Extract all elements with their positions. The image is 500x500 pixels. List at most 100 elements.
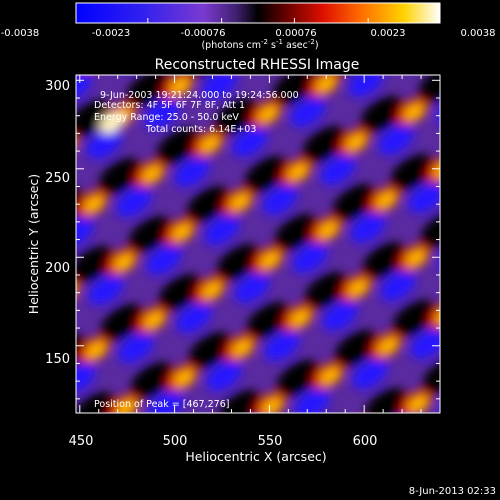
- fringe-dark: [332, 184, 376, 220]
- fringe-dark: [274, 214, 318, 250]
- fringe-positive: [427, 302, 440, 330]
- y-tick-label-150: 150: [45, 352, 70, 367]
- x-axis-label: Heliocentric X (arcsec): [185, 449, 326, 464]
- fringe-dark: [334, 330, 378, 366]
- fringe-dark: [76, 246, 114, 282]
- fringe-bright: [461, 216, 487, 240]
- fringe-negative: [410, 328, 440, 360]
- x-tick-label-500: 500: [163, 434, 188, 449]
- heatmap: [4, 5, 500, 488]
- fringe-dark: [126, 75, 170, 106]
- fringe-negative: [348, 75, 384, 98]
- fringe-negative: [174, 156, 210, 188]
- fringe-bright: [371, 42, 397, 66]
- fringe-dark: [420, 212, 440, 248]
- fringe-negative: [148, 390, 184, 413]
- fringe-negative: [292, 242, 328, 274]
- fringe-bright: [262, 397, 282, 413]
- annotation-counts: Total counts: 6.14E+03: [145, 124, 256, 135]
- fringe-bright: [408, 395, 428, 413]
- x-tick-label-450: 450: [69, 434, 94, 449]
- fringe-negative: [144, 98, 180, 130]
- colorbar-tick-label-2: -0.00076: [181, 28, 226, 39]
- fringe-negative: [176, 302, 212, 334]
- fringe-dark: [188, 332, 232, 368]
- fringe-bright: [200, 135, 220, 153]
- fringe-positive: [483, 413, 500, 452]
- colorbar-tick-label-3: 0.00076: [275, 28, 316, 39]
- fringe-bright: [318, 221, 338, 239]
- fringe-dark: [76, 392, 116, 413]
- fringe-bright: [288, 163, 308, 181]
- fringe-negative: [377, 411, 424, 454]
- fringe-bright: [114, 253, 134, 271]
- fringe-bright: [463, 362, 489, 386]
- fringe-bright: [290, 309, 310, 327]
- fringe-bright: [434, 161, 440, 179]
- fringe-negative: [378, 124, 414, 156]
- fringe-dark: [276, 360, 320, 396]
- fringe-negative: [204, 214, 240, 246]
- fringe-dark: [8, 415, 63, 465]
- fringe-negative: [116, 186, 152, 218]
- fringe-bright: [142, 165, 162, 183]
- fringe-dark: [90, 5, 145, 55]
- fringe-bright: [260, 251, 280, 269]
- fringe-bright: [489, 128, 500, 152]
- fringe-bright: [316, 75, 336, 93]
- fringe-positive: [451, 209, 493, 248]
- fringe-bright: [493, 420, 500, 444]
- fringe-negative: [294, 388, 330, 413]
- y-tick-label-200: 200: [45, 261, 70, 276]
- fringe-bright: [230, 193, 250, 211]
- fringe-dark: [246, 302, 290, 338]
- colorbar-tick-label-1: -0.0023: [92, 28, 131, 39]
- fringe-dark: [130, 362, 174, 398]
- fringe-negative: [320, 154, 356, 186]
- y-tick-label-250: 250: [45, 171, 70, 186]
- fringe-positive: [481, 267, 500, 306]
- fringe-negative: [88, 274, 124, 306]
- fringe-negative: [352, 358, 388, 390]
- fringe-dark: [444, 263, 499, 313]
- fringe-dark: [218, 390, 262, 413]
- fringe-dark: [272, 75, 316, 104]
- fringe-bright: [320, 367, 340, 385]
- colorbar-tick-label-0: -0.0038: [1, 28, 40, 39]
- fringe-negative: [76, 216, 94, 248]
- fringe-negative: [232, 126, 268, 158]
- fringe-dark: [186, 186, 230, 222]
- fringe-dark: [304, 272, 348, 308]
- fringe-bright: [378, 337, 398, 355]
- fringe-positive: [425, 156, 440, 184]
- fringe-dark: [4, 123, 59, 173]
- fringe-bright: [346, 133, 366, 151]
- fringe-bright: [79, 46, 105, 70]
- fringe-dark: [302, 126, 346, 162]
- fringe-negative: [206, 360, 242, 392]
- fringe-dark: [390, 154, 434, 190]
- fringe-bright: [232, 339, 252, 357]
- fringe-dark: [214, 98, 258, 134]
- fringe-dark: [442, 117, 497, 167]
- fringe-negative: [27, 445, 74, 488]
- annotation-time-range: 9-Jun-2003 19:21:24.000 to 19:24:56.000: [100, 90, 299, 101]
- fringe-positive: [361, 35, 403, 74]
- fringe-negative: [322, 300, 358, 332]
- chart-title: Reconstructed RHESSI Image: [155, 57, 360, 73]
- fringe-bright: [172, 223, 192, 241]
- fringe-negative: [118, 332, 154, 364]
- fringe-bright: [404, 103, 424, 121]
- fringe-dark: [362, 242, 406, 278]
- plot-frame: [75, 74, 441, 414]
- fringe-negative: [290, 96, 326, 128]
- fringe-bright: [144, 311, 164, 329]
- fringe-dark: [446, 409, 500, 459]
- y-axis-label: Heliocentric Y (arcsec): [26, 174, 41, 314]
- fringe-negative: [465, 439, 500, 482]
- x-tick-label-550: 550: [258, 434, 283, 449]
- fringe-positive: [127, 9, 169, 48]
- fringe-negative: [86, 128, 122, 160]
- fringe-negative: [463, 293, 500, 336]
